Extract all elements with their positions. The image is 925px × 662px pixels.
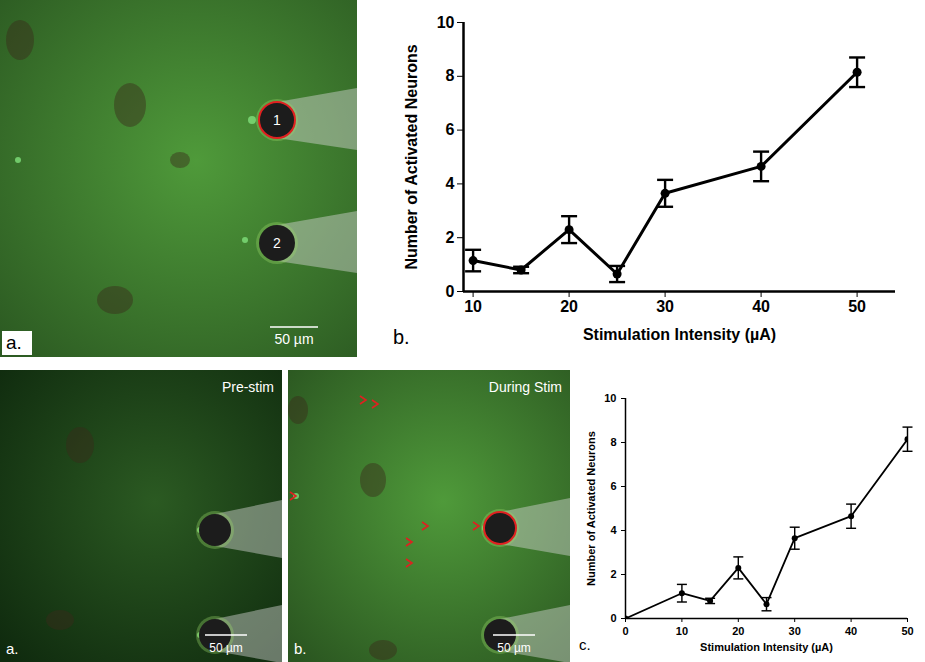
html-text:c.: c.: [579, 636, 591, 653]
svg-text:50 µm: 50 µm: [497, 641, 531, 655]
svg-text:Stimulation Intensity (µA): Stimulation Intensity (µA): [583, 326, 776, 343]
svg-text:10: 10: [437, 14, 455, 31]
svg-text:0: 0: [610, 612, 616, 624]
svg-text:50 µm: 50 µm: [274, 331, 313, 347]
svg-text:50: 50: [901, 625, 913, 637]
svg-text:a.: a.: [6, 332, 22, 353]
svg-text:30: 30: [656, 298, 674, 315]
svg-text:8: 8: [446, 67, 455, 84]
svg-text:b.: b.: [294, 640, 307, 657]
svg-text:4: 4: [610, 524, 617, 536]
svg-text:1: 1: [273, 112, 281, 128]
svg-text:2: 2: [610, 568, 616, 580]
svg-text:4: 4: [446, 175, 455, 192]
svg-text:0: 0: [446, 283, 455, 300]
svg-text:Pre-stim: Pre-stim: [222, 379, 274, 395]
svg-text:a.: a.: [6, 640, 19, 657]
svg-text:8: 8: [610, 436, 616, 448]
svg-text:40: 40: [845, 625, 857, 637]
svg-text:Number of Activated Neurons: Number of Activated Neurons: [585, 431, 597, 586]
svg-text:Stimulation Intensity (µA): Stimulation Intensity (µA): [700, 641, 833, 653]
html-text:b.: b.: [393, 326, 410, 348]
svg-text:6: 6: [446, 121, 455, 138]
svg-text:10: 10: [604, 392, 616, 404]
svg-text:2: 2: [446, 229, 455, 246]
svg-text:6: 6: [610, 480, 616, 492]
svg-text:20: 20: [560, 298, 578, 315]
svg-text:50: 50: [848, 298, 866, 315]
svg-text:Number of Activated Neurons: Number of Activated Neurons: [403, 44, 420, 269]
svg-text:40: 40: [752, 298, 770, 315]
svg-text:10: 10: [464, 298, 482, 315]
svg-text:10: 10: [676, 625, 688, 637]
svg-text:0: 0: [622, 625, 628, 637]
svg-text:During Stim: During Stim: [489, 379, 562, 395]
svg-text:2: 2: [273, 235, 281, 251]
svg-text:50 µm: 50 µm: [209, 641, 243, 655]
svg-text:20: 20: [732, 625, 744, 637]
svg-text:30: 30: [789, 625, 801, 637]
